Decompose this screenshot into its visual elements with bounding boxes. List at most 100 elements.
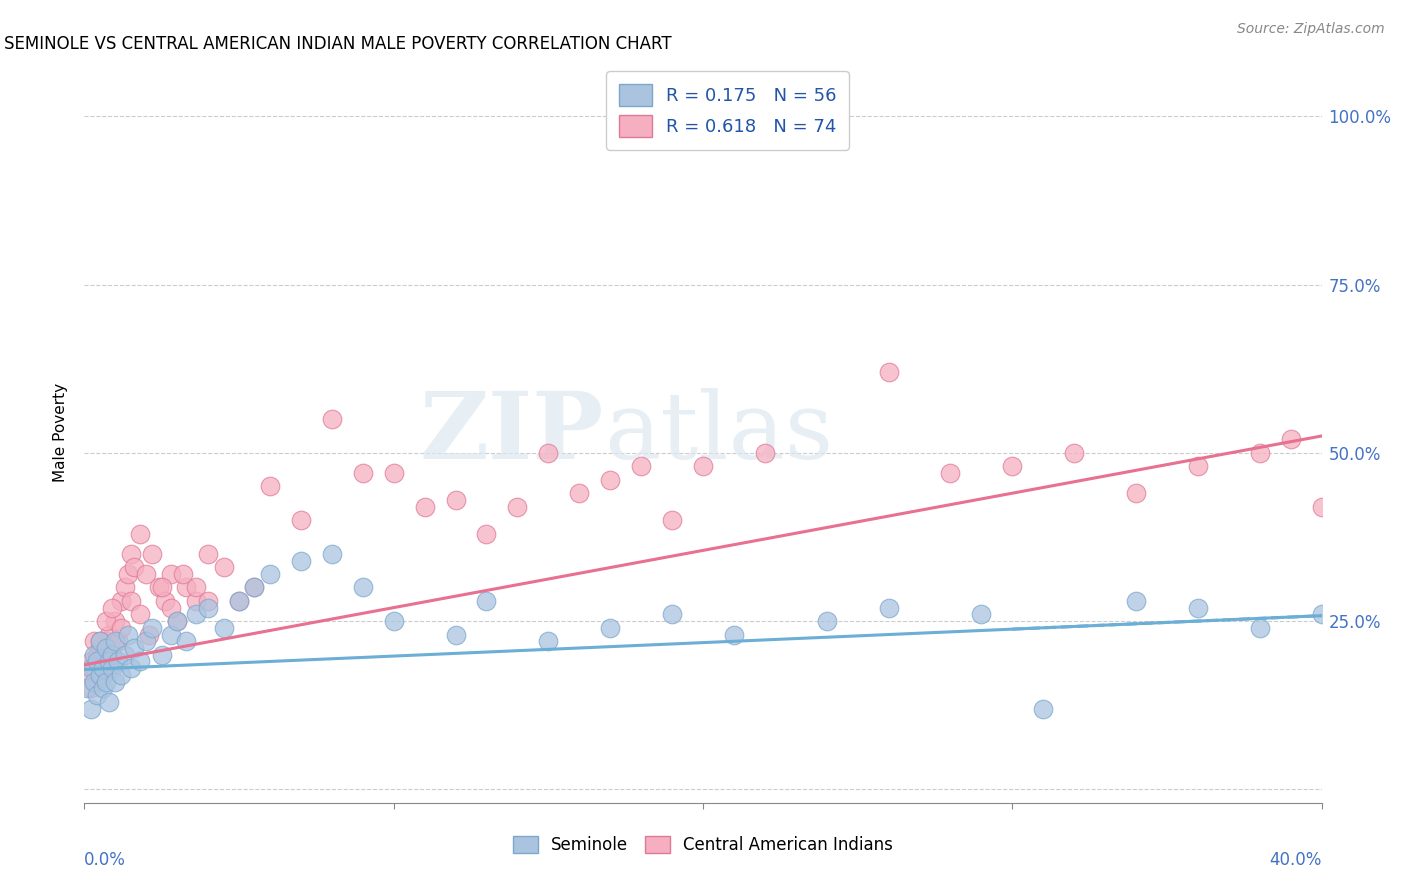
Point bbox=[110, 594, 132, 608]
Point bbox=[135, 566, 157, 581]
Point bbox=[76, 668, 98, 682]
Point bbox=[153, 594, 176, 608]
Point bbox=[197, 600, 219, 615]
Point bbox=[1032, 701, 1054, 715]
Point bbox=[117, 627, 139, 641]
Text: Source: ZipAtlas.com: Source: ZipAtlas.com bbox=[1237, 22, 1385, 37]
Point bbox=[86, 688, 108, 702]
Point bbox=[94, 674, 117, 689]
Point bbox=[212, 621, 235, 635]
Point bbox=[160, 566, 183, 581]
Point bbox=[98, 695, 121, 709]
Point bbox=[117, 566, 139, 581]
Point bbox=[321, 547, 343, 561]
Point bbox=[86, 648, 108, 662]
Point bbox=[475, 526, 498, 541]
Point bbox=[630, 459, 652, 474]
Point bbox=[79, 655, 101, 669]
Point bbox=[661, 513, 683, 527]
Point bbox=[98, 661, 121, 675]
Point bbox=[114, 648, 136, 662]
Point bbox=[1310, 607, 1333, 622]
Point bbox=[89, 634, 111, 648]
Point bbox=[877, 600, 900, 615]
Point bbox=[120, 594, 142, 608]
Point bbox=[138, 627, 160, 641]
Point bbox=[1279, 433, 1302, 447]
Point bbox=[129, 607, 152, 622]
Point bbox=[83, 634, 105, 648]
Point bbox=[101, 600, 124, 615]
Point bbox=[537, 446, 560, 460]
Point bbox=[94, 655, 117, 669]
Point bbox=[1249, 446, 1271, 460]
Point bbox=[197, 594, 219, 608]
Point bbox=[91, 668, 114, 682]
Legend: R = 0.175   N = 56, R = 0.618   N = 74: R = 0.175 N = 56, R = 0.618 N = 74 bbox=[606, 71, 849, 150]
Point bbox=[184, 581, 207, 595]
Point bbox=[352, 581, 374, 595]
Point bbox=[129, 655, 152, 669]
Point bbox=[141, 621, 163, 635]
Point bbox=[290, 553, 312, 567]
Point bbox=[970, 607, 993, 622]
Point bbox=[76, 681, 98, 696]
Point bbox=[89, 668, 111, 682]
Point bbox=[382, 466, 405, 480]
Point bbox=[89, 634, 111, 648]
Point bbox=[150, 648, 173, 662]
Point bbox=[877, 365, 900, 379]
Point bbox=[259, 566, 281, 581]
Point bbox=[939, 466, 962, 480]
Point bbox=[107, 655, 129, 669]
Point bbox=[176, 634, 198, 648]
Point bbox=[692, 459, 714, 474]
Point bbox=[83, 661, 105, 675]
Point bbox=[89, 661, 111, 675]
Point bbox=[122, 560, 145, 574]
Point bbox=[259, 479, 281, 493]
Point bbox=[94, 634, 117, 648]
Point bbox=[197, 547, 219, 561]
Text: 40.0%: 40.0% bbox=[1270, 851, 1322, 869]
Point bbox=[475, 594, 498, 608]
Point bbox=[79, 681, 101, 696]
Point bbox=[120, 661, 142, 675]
Point bbox=[444, 492, 467, 507]
Point bbox=[444, 627, 467, 641]
Point bbox=[79, 701, 101, 715]
Point bbox=[212, 560, 235, 574]
Point bbox=[184, 607, 207, 622]
Point bbox=[114, 581, 136, 595]
Point bbox=[166, 614, 188, 628]
Point bbox=[110, 621, 132, 635]
Point bbox=[352, 466, 374, 480]
Point bbox=[141, 547, 163, 561]
Point bbox=[661, 607, 683, 622]
Point bbox=[815, 109, 838, 123]
Point bbox=[599, 473, 621, 487]
Point bbox=[1063, 446, 1085, 460]
Point bbox=[94, 614, 117, 628]
Point bbox=[98, 627, 121, 641]
Point bbox=[568, 486, 591, 500]
Point bbox=[1187, 600, 1209, 615]
Point bbox=[86, 655, 108, 669]
Point bbox=[150, 581, 173, 595]
Text: 0.0%: 0.0% bbox=[84, 851, 127, 869]
Point bbox=[599, 621, 621, 635]
Text: ZIP: ZIP bbox=[420, 388, 605, 477]
Point bbox=[1310, 500, 1333, 514]
Point bbox=[1249, 621, 1271, 635]
Point bbox=[148, 581, 170, 595]
Point bbox=[1001, 459, 1024, 474]
Point bbox=[91, 661, 114, 675]
Point bbox=[86, 674, 108, 689]
Point bbox=[815, 614, 838, 628]
Point bbox=[135, 634, 157, 648]
Point bbox=[160, 627, 183, 641]
Point bbox=[104, 614, 127, 628]
Point bbox=[537, 634, 560, 648]
Point bbox=[166, 614, 188, 628]
Point bbox=[83, 648, 105, 662]
